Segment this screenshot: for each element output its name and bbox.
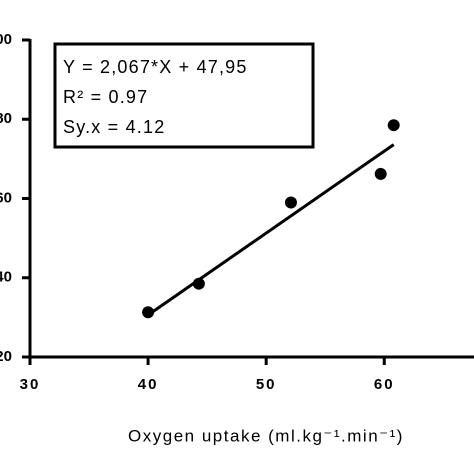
x-tick-label: 60 bbox=[374, 376, 395, 393]
annotation-box bbox=[53, 42, 315, 149]
y-tick-label: 200 bbox=[0, 31, 12, 48]
y-tick-label: 120 bbox=[0, 348, 12, 365]
annotation: R² = 0.97 bbox=[63, 87, 148, 107]
x-tick-label: 50 bbox=[256, 376, 277, 393]
trendline bbox=[147, 143, 395, 317]
data-point bbox=[374, 167, 387, 180]
data-point bbox=[387, 119, 400, 132]
x-axis-label: Oxygen uptake (ml.kg⁻¹.min⁻¹) bbox=[128, 426, 404, 445]
data-point bbox=[192, 277, 205, 290]
annotation: Sy.x = 4.12 bbox=[63, 117, 165, 137]
annotation: Y = 2,067*X + 47,95 bbox=[63, 57, 248, 77]
y-tick-label: 160 bbox=[0, 189, 12, 206]
x-tick-label: 40 bbox=[138, 376, 159, 393]
data-point bbox=[142, 306, 155, 319]
y-tick-label: 140 bbox=[0, 269, 12, 286]
x-tick-label: 30 bbox=[20, 376, 41, 393]
y-tick-label: 180 bbox=[0, 110, 12, 127]
data-point bbox=[284, 196, 297, 209]
